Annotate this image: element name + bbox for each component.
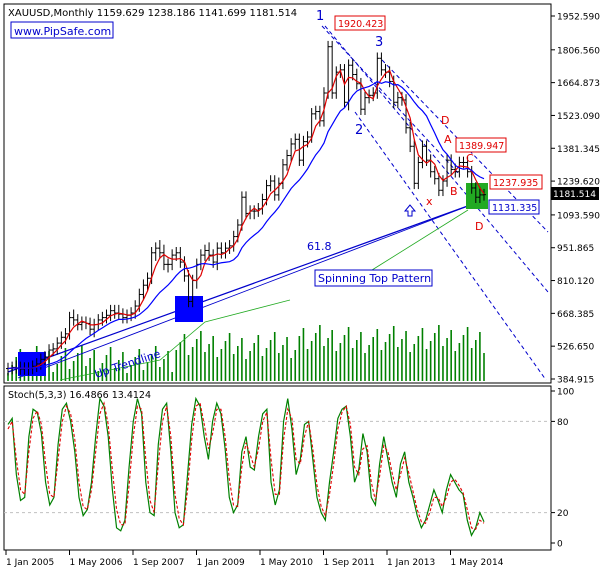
price-tick-label: 1381.345 [557, 145, 600, 155]
current-price-marker [551, 187, 599, 200]
stoch-signal-line [7, 401, 485, 531]
up-trendline-pointer [59, 299, 291, 381]
harmonic-d: D [475, 220, 483, 233]
spinning-top-box-marker [466, 183, 488, 209]
stoch-main-line [7, 396, 485, 537]
price-label-box-1237 [489, 174, 543, 190]
time-tick-label: 1 May 2014 [451, 558, 504, 568]
price-tick-label: 1664.873 [557, 79, 600, 89]
main-panel-frame [3, 3, 552, 384]
moving-averages [7, 69, 485, 370]
ma-fast-line [7, 69, 485, 370]
watermark: www.PipSafe.com [14, 25, 111, 38]
fib-label: 61.8 [307, 240, 332, 253]
price-tick-label: 526.650 [557, 343, 594, 353]
time-tick-label: 1 Jan 2013 [387, 558, 435, 568]
time-tick-label: 1 Sep 2007 [133, 558, 184, 568]
watermark-box [10, 21, 114, 39]
price-tick-label: 1523.090 [557, 112, 600, 122]
price-label-box-1389 [455, 137, 507, 153]
price-label-1389: 1389.947 [459, 141, 504, 152]
price-label-1920: 1920.423 [338, 19, 383, 30]
harmonic-a: A [444, 133, 452, 146]
stoch-title: Stoch(5,3,3) 16.4866 13.4124 [8, 390, 151, 401]
up-trendline-2 [17, 202, 477, 379]
channel-lower [354, 111, 547, 381]
time-axis: 1 Jan 2005 1 May 2006 1 Sep 2007 1 Jan 2009… [5, 550, 504, 568]
time-tick-label: 1 May 2010 [260, 558, 313, 568]
price-label-1237: 1237.935 [493, 178, 538, 189]
price-tick-label: 810.120 [557, 277, 594, 287]
arrow-up-icon [403, 204, 417, 217]
stoch-tick-label: 0 [557, 540, 563, 550]
price-axis: 1952.590 1806.560 1664.873 1523.090 1381.345… [551, 13, 600, 386]
wave-label-1: 1 [316, 9, 324, 24]
spinning-top-pointer [371, 209, 469, 271]
price-label-box-1131 [488, 199, 540, 215]
harmonic-d-upper: D [441, 114, 449, 127]
price-tick-label: 384.915 [557, 376, 594, 386]
spinning-top-box [314, 269, 433, 287]
price-tick-label: 1806.560 [557, 46, 600, 56]
spinning-top-label: Spinning Top Pattern [318, 272, 431, 285]
time-tick-label: 1 Sep 2011 [324, 558, 375, 568]
stoch-tick-label: 80 [557, 418, 569, 428]
stoch-lines [4, 396, 551, 537]
stoch-tick-label: 20 [557, 509, 569, 519]
time-tick-label: 1 Jan 2005 [6, 558, 54, 568]
ma-slow-line [7, 80, 485, 370]
harmonic-c: C [466, 152, 474, 165]
price-tick-label: 951.865 [557, 244, 594, 254]
symbol-line: XAUUSD,Monthly 1159.629 1238.186 1141.69… [8, 8, 297, 19]
stoch-tick-label: 100 [557, 388, 574, 398]
wave-label-3: 3 [375, 35, 383, 50]
stoch-panel-frame [3, 385, 552, 551]
channel-inner [321, 25, 461, 176]
up-trendline [7, 202, 477, 373]
price-label-box-1920 [334, 15, 386, 31]
time-tick-label: 1 Jan 2009 [197, 558, 245, 568]
wave-label-2: 2 [355, 123, 363, 138]
price-tick-label: 1239.620 [557, 178, 600, 188]
harmonic-b: B [450, 185, 458, 198]
price-label-1131: 1131.335 [492, 203, 537, 214]
price-tick-label: 1952.590 [557, 13, 600, 23]
price-tick-label: 668.385 [557, 310, 594, 320]
wave-label-x: x [426, 195, 433, 208]
time-tick-label: 1 May 2006 [70, 558, 123, 568]
channel-upper [324, 25, 549, 293]
current-price: 1181.514 [553, 190, 596, 200]
stoch-axis: 100 80 20 0 [551, 388, 574, 550]
price-tick-label: 1093.590 [557, 211, 600, 221]
